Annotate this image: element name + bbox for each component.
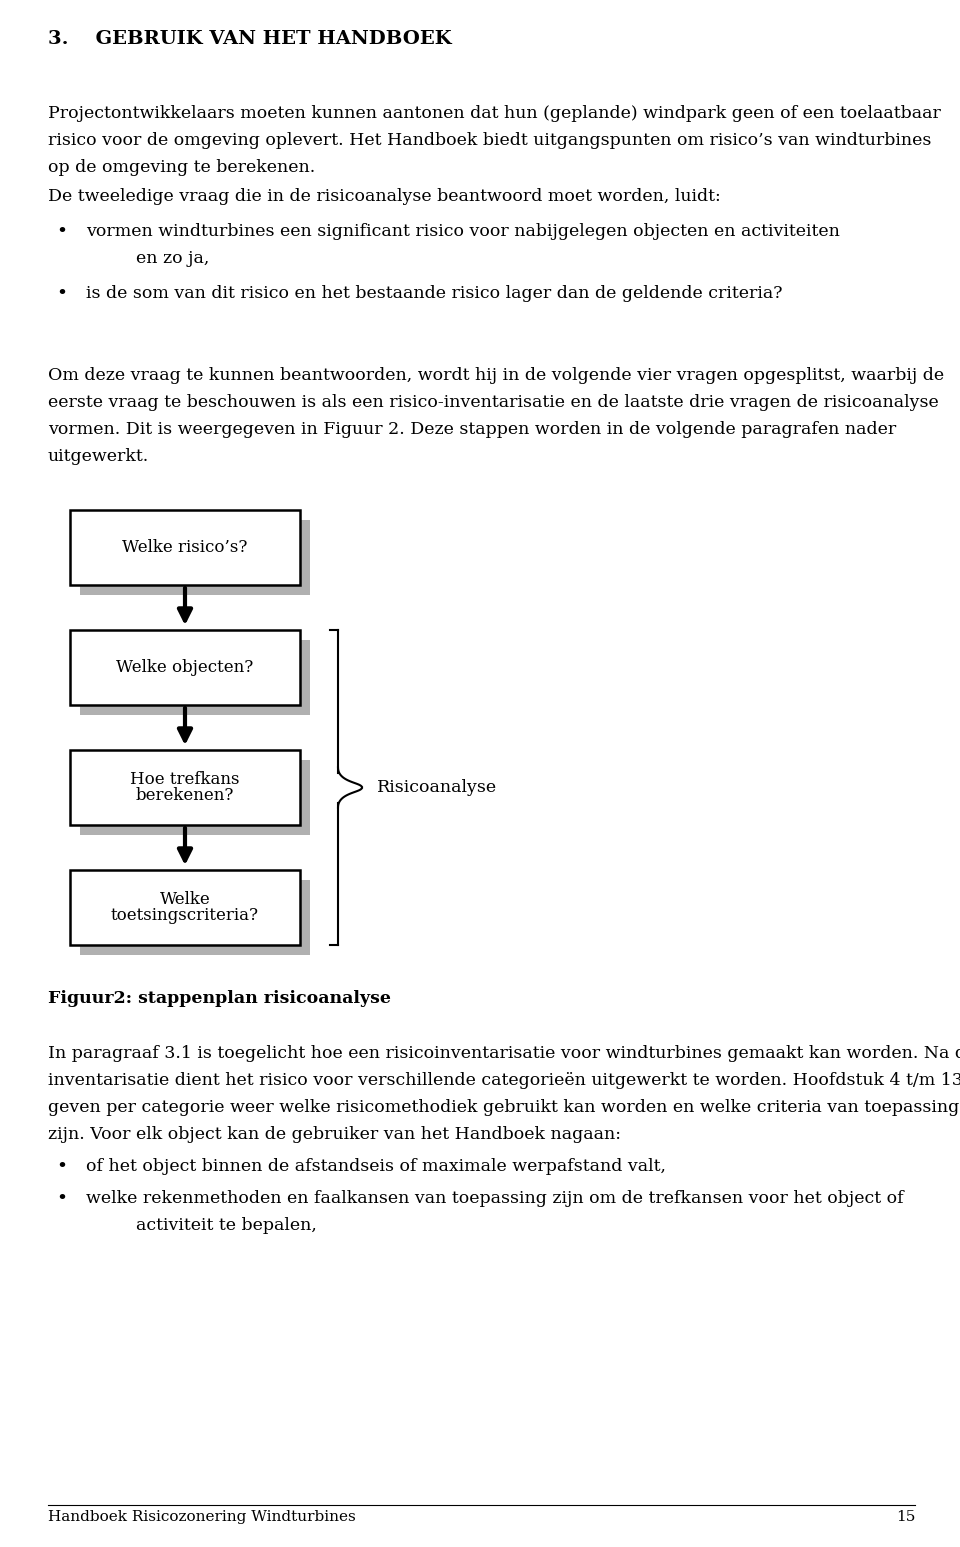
Text: vormen. Dit is weergegeven in Figuur 2. Deze stappen worden in de volgende parag: vormen. Dit is weergegeven in Figuur 2. … <box>48 421 897 438</box>
Text: welke rekenmethoden en faalkansen van toepassing zijn om de trefkansen voor het : welke rekenmethoden en faalkansen van to… <box>86 1190 903 1207</box>
Text: eerste vraag te beschouwen is als een risico-inventarisatie en de laatste drie v: eerste vraag te beschouwen is als een ri… <box>48 394 939 412</box>
Text: •: • <box>56 285 67 303</box>
FancyBboxPatch shape <box>70 750 300 825</box>
Text: Risicoanalyse: Risicoanalyse <box>377 780 497 797</box>
Text: activiteit te bepalen,: activiteit te bepalen, <box>136 1217 317 1235</box>
FancyBboxPatch shape <box>70 511 300 585</box>
Text: Projectontwikkelaars moeten kunnen aantonen dat hun (geplande) windpark geen of : Projectontwikkelaars moeten kunnen aanto… <box>48 105 941 122</box>
Text: 3.    GEBRUIK VAN HET HANDBOEK: 3. GEBRUIK VAN HET HANDBOEK <box>48 29 451 48</box>
Text: 15: 15 <box>896 1510 915 1524</box>
Text: geven per categorie weer welke risicomethodiek gebruikt kan worden en welke crit: geven per categorie weer welke risicomet… <box>48 1098 959 1115</box>
FancyBboxPatch shape <box>70 630 300 705</box>
Text: •: • <box>56 1190 67 1208</box>
Text: Welke objecten?: Welke objecten? <box>116 659 253 676</box>
Text: Handboek Risicozonering Windturbines: Handboek Risicozonering Windturbines <box>48 1510 356 1524</box>
Text: of het object binnen de afstandseis of maximale werpafstand valt,: of het object binnen de afstandseis of m… <box>86 1159 666 1176</box>
Text: is de som van dit risico en het bestaande risico lager dan de geldende criteria?: is de som van dit risico en het bestaand… <box>86 285 782 302</box>
Text: op de omgeving te berekenen.: op de omgeving te berekenen. <box>48 159 315 176</box>
Text: •: • <box>56 223 67 241</box>
FancyBboxPatch shape <box>70 869 300 945</box>
Text: vormen windturbines een significant risico voor nabijgelegen objecten en activit: vormen windturbines een significant risi… <box>86 223 840 240</box>
Text: In paragraaf 3.1 is toegelicht hoe een risicoinventarisatie voor windturbines ge: In paragraaf 3.1 is toegelicht hoe een r… <box>48 1046 960 1061</box>
Text: Om deze vraag te kunnen beantwoorden, wordt hij in de volgende vier vragen opges: Om deze vraag te kunnen beantwoorden, wo… <box>48 367 944 384</box>
Text: uitgewerkt.: uitgewerkt. <box>48 449 149 466</box>
Text: De tweeledige vraag die in de risicoanalyse beantwoord moet worden, luidt:: De tweeledige vraag die in de risicoanal… <box>48 189 721 206</box>
Text: risico voor de omgeving oplevert. Het Handboek biedt uitgangspunten om risico’s : risico voor de omgeving oplevert. Het Ha… <box>48 131 931 149</box>
Text: zijn. Voor elk object kan de gebruiker van het Handboek nagaan:: zijn. Voor elk object kan de gebruiker v… <box>48 1126 621 1143</box>
FancyBboxPatch shape <box>80 640 310 715</box>
Text: Welke: Welke <box>159 891 210 908</box>
Text: Welke risico’s?: Welke risico’s? <box>122 538 248 555</box>
FancyBboxPatch shape <box>80 520 310 596</box>
FancyBboxPatch shape <box>80 880 310 954</box>
FancyBboxPatch shape <box>80 760 310 835</box>
Text: berekenen?: berekenen? <box>135 787 234 804</box>
Text: toetsingscriteria?: toetsingscriteria? <box>111 907 259 924</box>
Text: inventarisatie dient het risico voor verschillende categorieën uitgewerkt te wor: inventarisatie dient het risico voor ver… <box>48 1072 960 1089</box>
Text: •: • <box>56 1159 67 1176</box>
Text: en zo ja,: en zo ja, <box>136 251 209 268</box>
Text: Hoe trefkans: Hoe trefkans <box>131 770 240 787</box>
Text: Figuur2: stappenplan risicoanalyse: Figuur2: stappenplan risicoanalyse <box>48 990 391 1007</box>
